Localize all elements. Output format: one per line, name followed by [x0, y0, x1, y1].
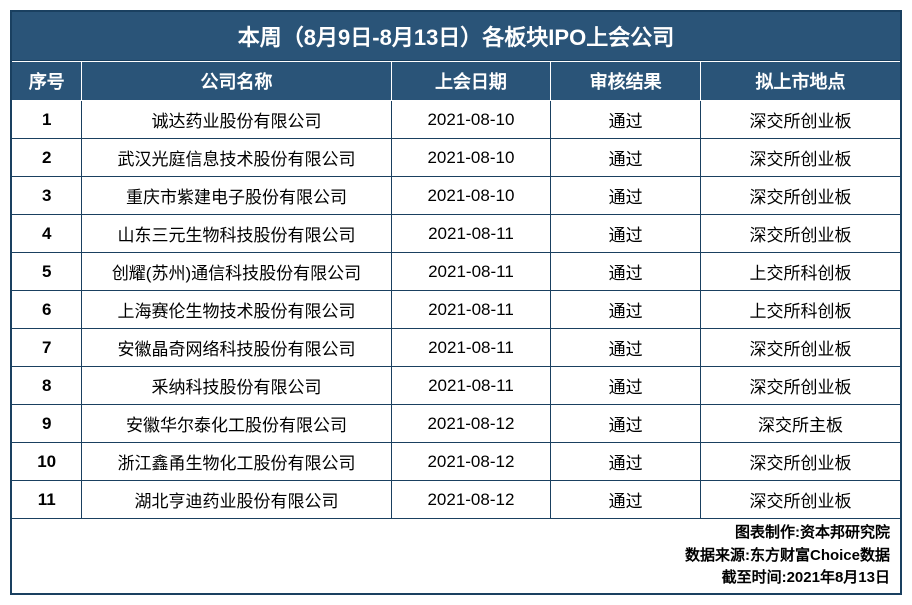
table-cell: 安徽晶奇网络科技股份有限公司	[82, 329, 391, 367]
table-cell: 7	[12, 329, 82, 367]
table-cell: 深交所创业板	[700, 481, 900, 519]
table-cell: 上海赛伦生物技术股份有限公司	[82, 291, 391, 329]
table-cell: 深交所创业板	[700, 367, 900, 405]
table-cell: 11	[12, 481, 82, 519]
table-cell: 2021-08-10	[391, 101, 551, 139]
table-cell: 通过	[551, 329, 701, 367]
table-cell: 3	[12, 177, 82, 215]
table-cell: 通过	[551, 443, 701, 481]
table-cell: 深交所主板	[700, 405, 900, 443]
table-cell: 深交所创业板	[700, 443, 900, 481]
table-cell: 通过	[551, 291, 701, 329]
table-cell: 9	[12, 405, 82, 443]
col-header-date: 上会日期	[391, 62, 551, 101]
footer-row: 图表制作:资本邦研究院 数据来源:东方财富Choice数据 截至时间:2021年…	[12, 519, 900, 593]
table-cell: 通过	[551, 177, 701, 215]
table-cell: 浙江鑫甬生物化工股份有限公司	[82, 443, 391, 481]
table-cell: 通过	[551, 139, 701, 177]
col-header-venue: 拟上市地点	[700, 62, 900, 101]
table-cell: 通过	[551, 405, 701, 443]
table-row: 6上海赛伦生物技术股份有限公司2021-08-11通过上交所科创板	[12, 291, 900, 329]
table-cell: 深交所创业板	[700, 101, 900, 139]
table-cell: 深交所创业板	[700, 139, 900, 177]
table-body: 1诚达药业股份有限公司2021-08-10通过深交所创业板2武汉光庭信息技术股份…	[12, 101, 900, 519]
table-cell: 深交所创业板	[700, 215, 900, 253]
table-cell: 创耀(苏州)通信科技股份有限公司	[82, 253, 391, 291]
footer-source: 数据来源:东方财富Choice数据	[22, 545, 890, 568]
table-cell: 通过	[551, 481, 701, 519]
table-cell: 1	[12, 101, 82, 139]
table-row: 1诚达药业股份有限公司2021-08-10通过深交所创业板	[12, 101, 900, 139]
table-cell: 2021-08-12	[391, 443, 551, 481]
table-title: 本周（8月9日-8月13日）各板块IPO上会公司	[12, 12, 900, 61]
table-cell: 2021-08-10	[391, 177, 551, 215]
table-cell: 2021-08-11	[391, 253, 551, 291]
table-cell: 2021-08-11	[391, 367, 551, 405]
table-cell: 重庆市紫建电子股份有限公司	[82, 177, 391, 215]
table-row: 8釆纳科技股份有限公司2021-08-11通过深交所创业板	[12, 367, 900, 405]
table-cell: 2021-08-11	[391, 215, 551, 253]
table-cell: 8	[12, 367, 82, 405]
table-cell: 安徽华尔泰化工股份有限公司	[82, 405, 391, 443]
table-row: 7安徽晶奇网络科技股份有限公司2021-08-11通过深交所创业板	[12, 329, 900, 367]
table-cell: 上交所科创板	[700, 291, 900, 329]
table-cell: 6	[12, 291, 82, 329]
ipo-table-container: 本周（8月9日-8月13日）各板块IPO上会公司 序号 公司名称 上会日期 审核…	[10, 10, 902, 595]
table-cell: 深交所创业板	[700, 329, 900, 367]
col-header-company: 公司名称	[82, 62, 391, 101]
table-cell: 2021-08-12	[391, 481, 551, 519]
table-cell: 10	[12, 443, 82, 481]
table-cell: 2	[12, 139, 82, 177]
header-row: 序号 公司名称 上会日期 审核结果 拟上市地点	[12, 62, 900, 101]
col-header-index: 序号	[12, 62, 82, 101]
table-cell: 上交所科创板	[700, 253, 900, 291]
table-row: 10浙江鑫甬生物化工股份有限公司2021-08-12通过深交所创业板	[12, 443, 900, 481]
table-cell: 通过	[551, 215, 701, 253]
table-row: 11湖北亨迪药业股份有限公司2021-08-12通过深交所创业板	[12, 481, 900, 519]
table-cell: 4	[12, 215, 82, 253]
footer-asof: 截至时间:2021年8月13日	[22, 567, 890, 590]
table-cell: 2021-08-11	[391, 291, 551, 329]
table-cell: 2021-08-10	[391, 139, 551, 177]
table-row: 3重庆市紫建电子股份有限公司2021-08-10通过深交所创业板	[12, 177, 900, 215]
table-cell: 深交所创业板	[700, 177, 900, 215]
col-header-result: 审核结果	[551, 62, 701, 101]
table-row: 5创耀(苏州)通信科技股份有限公司2021-08-11通过上交所科创板	[12, 253, 900, 291]
table-cell: 山东三元生物科技股份有限公司	[82, 215, 391, 253]
table-cell: 诚达药业股份有限公司	[82, 101, 391, 139]
table-cell: 通过	[551, 367, 701, 405]
footer-credit: 图表制作:资本邦研究院	[22, 522, 890, 545]
footer-cell: 图表制作:资本邦研究院 数据来源:东方财富Choice数据 截至时间:2021年…	[12, 519, 900, 593]
table-cell: 武汉光庭信息技术股份有限公司	[82, 139, 391, 177]
table-cell: 5	[12, 253, 82, 291]
table-cell: 2021-08-12	[391, 405, 551, 443]
table-cell: 通过	[551, 101, 701, 139]
table-row: 4山东三元生物科技股份有限公司2021-08-11通过深交所创业板	[12, 215, 900, 253]
ipo-table: 序号 公司名称 上会日期 审核结果 拟上市地点 1诚达药业股份有限公司2021-…	[12, 61, 900, 593]
table-row: 2武汉光庭信息技术股份有限公司2021-08-10通过深交所创业板	[12, 139, 900, 177]
table-cell: 2021-08-11	[391, 329, 551, 367]
table-cell: 釆纳科技股份有限公司	[82, 367, 391, 405]
table-cell: 湖北亨迪药业股份有限公司	[82, 481, 391, 519]
table-cell: 通过	[551, 253, 701, 291]
table-row: 9安徽华尔泰化工股份有限公司2021-08-12通过深交所主板	[12, 405, 900, 443]
